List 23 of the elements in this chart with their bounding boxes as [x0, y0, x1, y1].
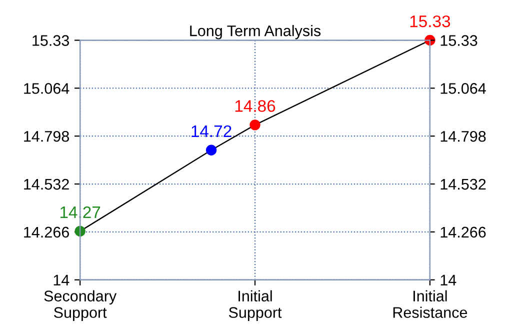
y2-tick-label: 14.266	[440, 226, 486, 238]
y2-tick-label: 14.532	[440, 178, 486, 190]
y-tick-label: 15.064	[24, 83, 70, 94]
data-label: 14.86	[235, 100, 276, 112]
x-tick-label: Initial Resistance	[393, 290, 468, 318]
point	[250, 120, 260, 130]
data-label: 14.27	[60, 206, 100, 218]
point	[74, 226, 86, 237]
y-tick-label: 14.532	[24, 178, 69, 190]
y2-tick-label: 14.798	[440, 130, 486, 142]
chart-title: Long Term Analysis	[190, 25, 321, 40]
y2-tick-label: 15.064	[440, 83, 486, 94]
y2-tick-label: 14	[440, 274, 456, 286]
y-tick-label: 15.33	[32, 35, 69, 46]
y-tick-label: 14.798	[24, 130, 69, 142]
data-label: 15.33	[410, 15, 450, 28]
x-tick-label: Secondary Support	[44, 290, 117, 321]
point	[206, 144, 217, 156]
y-tick-label: 14.266	[24, 226, 69, 238]
y-tick-label: 14	[54, 274, 70, 286]
y2-tick-label: 15.33	[440, 35, 478, 46]
x-tick-label: Initial Support	[228, 290, 282, 321]
data-label: 14.72	[192, 125, 232, 137]
